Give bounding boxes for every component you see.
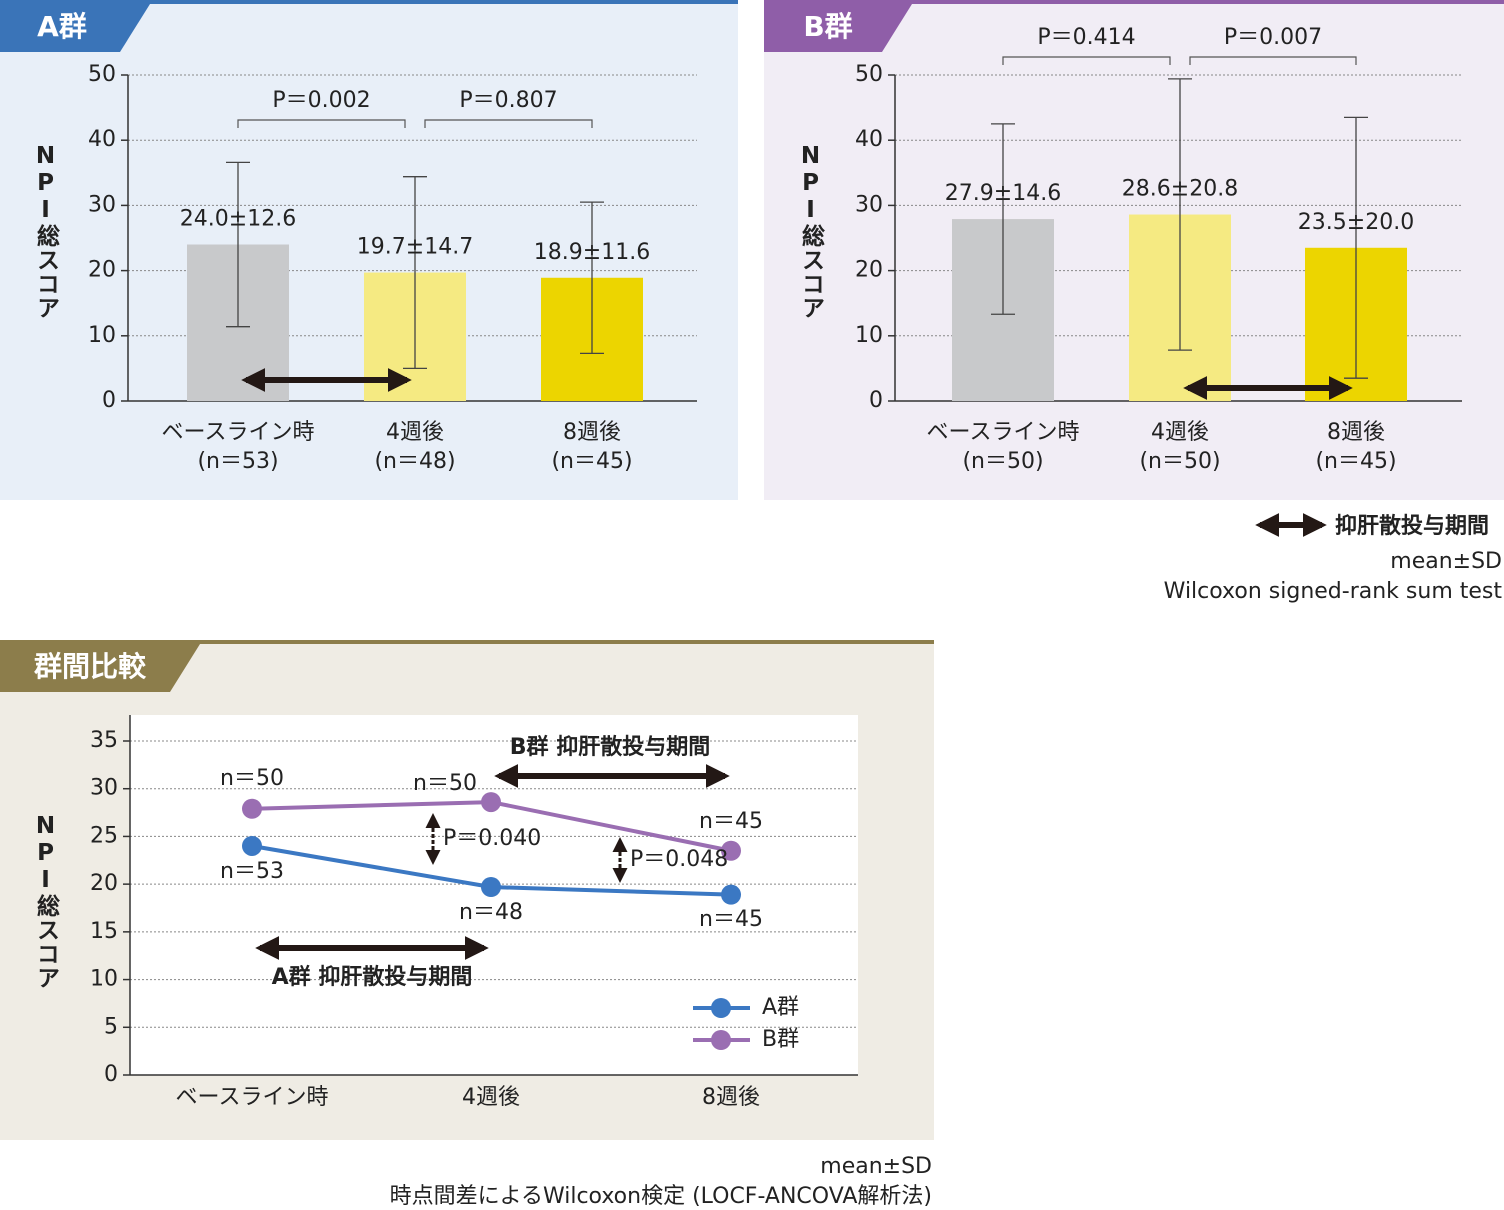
y-tick-label: 50 bbox=[88, 62, 116, 87]
annotation: B群 抑肝散投与期間 bbox=[510, 734, 710, 760]
x-tick-label: ベースライン時 bbox=[927, 420, 1080, 445]
y-tick-label: 0 bbox=[102, 388, 116, 413]
point-label: n＝45 bbox=[699, 907, 763, 932]
n-label: (n＝50) bbox=[962, 449, 1043, 474]
error-bar bbox=[580, 201, 604, 355]
y-tick-label: 5 bbox=[104, 1014, 118, 1039]
value-label: 18.9±11.6 bbox=[534, 240, 650, 265]
n-label: (n＝53) bbox=[197, 449, 278, 474]
line-note: mean±SD bbox=[820, 1154, 932, 1179]
line-note: 時点間差によるWilcoxon検定 (LOCF-ANCOVA解析法) bbox=[390, 1184, 932, 1209]
point bbox=[242, 798, 262, 819]
p-value: P＝0.414 bbox=[1037, 25, 1135, 50]
x-tick-label: ベースライン時 bbox=[176, 1085, 329, 1110]
p-value: P＝0.040 bbox=[443, 826, 541, 851]
x-tick-label: 8週後 bbox=[563, 420, 621, 445]
point-label: n＝48 bbox=[459, 900, 523, 925]
p-bracket bbox=[424, 119, 593, 128]
tab-a bbox=[0, 4, 150, 52]
tab-c-title: 群間比較 bbox=[34, 650, 147, 683]
p-value: P＝0.807 bbox=[459, 88, 557, 113]
y-tick-label: 10 bbox=[88, 323, 116, 348]
error-bar bbox=[226, 161, 250, 328]
point bbox=[721, 884, 741, 905]
point bbox=[481, 792, 501, 813]
bar-note: mean±SD bbox=[1390, 549, 1502, 574]
legend-marker bbox=[711, 1030, 731, 1050]
y-axis-label: NPI総スコア bbox=[798, 143, 826, 320]
y-tick-label: 30 bbox=[88, 192, 116, 217]
point bbox=[721, 840, 741, 861]
legend-label: B群 bbox=[762, 1027, 799, 1052]
n-label: (n＝45) bbox=[1315, 449, 1396, 474]
p-bracket bbox=[237, 119, 406, 128]
value-label: 23.5±20.0 bbox=[1298, 210, 1414, 235]
p-value: P＝0.002 bbox=[272, 88, 370, 113]
point-label: n＝50 bbox=[220, 766, 284, 791]
annotation: A群 抑肝散投与期間 bbox=[272, 964, 473, 990]
point-label: n＝45 bbox=[699, 809, 763, 834]
y-tick-label: 0 bbox=[104, 1062, 118, 1087]
error-bar bbox=[991, 123, 1015, 315]
period-legend-label: 抑肝散投与期間 bbox=[1335, 514, 1489, 539]
y-tick-label: 15 bbox=[90, 919, 118, 944]
value-label: 28.6±20.8 bbox=[1122, 177, 1238, 202]
y-tick-label: 0 bbox=[869, 388, 883, 413]
n-label: (n＝50) bbox=[1139, 449, 1220, 474]
p-bracket bbox=[1189, 56, 1357, 65]
y-axis-label: NPI総スコア bbox=[33, 143, 61, 320]
x-tick-label: ベースライン時 bbox=[162, 420, 315, 445]
y-tick-label: 30 bbox=[90, 776, 118, 801]
y-tick-label: 20 bbox=[88, 258, 116, 283]
legend-label: A群 bbox=[762, 995, 799, 1020]
panel-b-border bbox=[764, 0, 1504, 4]
x-tick-label: 8週後 bbox=[1327, 420, 1385, 445]
x-tick-label: 4週後 bbox=[462, 1085, 520, 1110]
tab-c bbox=[0, 644, 200, 692]
n-label: (n＝45) bbox=[551, 449, 632, 474]
value-label: 19.7±14.7 bbox=[357, 235, 473, 260]
y-tick-label: 40 bbox=[88, 127, 116, 152]
p-bracket bbox=[1002, 56, 1171, 65]
y-tick-label: 20 bbox=[90, 871, 118, 896]
point-label: n＝50 bbox=[413, 771, 477, 796]
error-bar bbox=[1168, 78, 1192, 351]
y-tick-label: 35 bbox=[90, 728, 118, 753]
x-tick-label: 4週後 bbox=[1151, 420, 1209, 445]
tab-b bbox=[764, 4, 912, 52]
panel-c-border bbox=[0, 640, 934, 644]
value-label: 24.0±12.6 bbox=[180, 207, 296, 232]
tab-b-title: B群 bbox=[803, 10, 852, 43]
y-tick-label: 10 bbox=[855, 323, 883, 348]
y-tick-label: 25 bbox=[90, 823, 118, 848]
bar-note: Wilcoxon signed-rank sum test bbox=[1164, 579, 1503, 604]
point-label: n＝53 bbox=[220, 859, 284, 884]
y-tick-label: 10 bbox=[90, 967, 118, 992]
y-tick-label: 40 bbox=[855, 127, 883, 152]
y-axis-label: NPI総スコア bbox=[33, 813, 61, 990]
p-value: P＝0.007 bbox=[1224, 25, 1322, 50]
legend-marker bbox=[711, 998, 731, 1018]
panel-a bbox=[0, 0, 738, 500]
point bbox=[481, 877, 501, 898]
n-label: (n＝48) bbox=[374, 449, 455, 474]
y-tick-label: 20 bbox=[855, 258, 883, 283]
value-label: 27.9±14.6 bbox=[945, 181, 1061, 206]
point bbox=[242, 835, 262, 856]
p-value: P＝0.048 bbox=[630, 847, 728, 872]
x-tick-label: 4週後 bbox=[386, 420, 444, 445]
y-tick-label: 50 bbox=[855, 62, 883, 87]
y-tick-label: 30 bbox=[855, 192, 883, 217]
tab-a-title: A群 bbox=[37, 10, 87, 43]
panel-a-border bbox=[0, 0, 738, 4]
x-tick-label: 8週後 bbox=[702, 1085, 760, 1110]
